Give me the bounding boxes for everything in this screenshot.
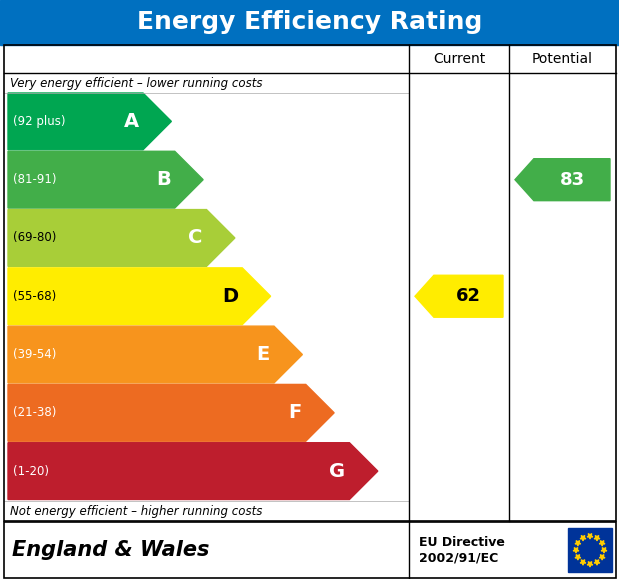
Text: Current: Current	[433, 52, 485, 66]
Polygon shape	[587, 562, 593, 567]
Text: Not energy efficient – higher running costs: Not energy efficient – higher running co…	[10, 504, 262, 518]
Text: Energy Efficiency Rating: Energy Efficiency Rating	[137, 10, 482, 35]
Text: D: D	[222, 287, 238, 306]
Text: B: B	[156, 170, 171, 189]
Text: 83: 83	[560, 171, 584, 189]
Text: C: C	[188, 229, 202, 247]
Polygon shape	[599, 555, 605, 560]
Text: England & Wales: England & Wales	[12, 540, 209, 560]
Polygon shape	[8, 268, 271, 325]
Polygon shape	[575, 541, 581, 546]
Text: Very energy efficient – lower running costs: Very energy efficient – lower running co…	[10, 76, 262, 90]
Text: (81-91): (81-91)	[13, 173, 56, 186]
Polygon shape	[587, 534, 593, 539]
Polygon shape	[8, 210, 235, 266]
Text: (55-68): (55-68)	[13, 290, 56, 303]
Bar	[4, 522, 616, 578]
Polygon shape	[515, 159, 610, 201]
Polygon shape	[415, 275, 503, 317]
Polygon shape	[594, 536, 600, 541]
Polygon shape	[573, 548, 579, 553]
Text: G: G	[329, 461, 345, 481]
Text: (92 plus): (92 plus)	[13, 115, 66, 128]
Polygon shape	[8, 93, 171, 150]
Text: (39-54): (39-54)	[13, 348, 56, 361]
Polygon shape	[594, 560, 600, 565]
Bar	[568, 528, 612, 572]
Polygon shape	[601, 548, 607, 553]
Polygon shape	[8, 151, 203, 208]
Polygon shape	[8, 443, 378, 500]
Text: 2002/91/EC: 2002/91/EC	[419, 552, 498, 565]
Text: (1-20): (1-20)	[13, 464, 49, 478]
Polygon shape	[8, 384, 334, 441]
Text: 62: 62	[456, 287, 481, 305]
Polygon shape	[8, 326, 303, 383]
Polygon shape	[575, 555, 581, 560]
Text: E: E	[257, 345, 270, 364]
Text: EU Directive: EU Directive	[419, 537, 505, 549]
Text: (21-38): (21-38)	[13, 406, 56, 419]
Text: F: F	[288, 404, 301, 422]
Polygon shape	[580, 560, 586, 565]
Text: (69-80): (69-80)	[13, 232, 56, 244]
Polygon shape	[599, 541, 605, 546]
Bar	[4, 45, 616, 521]
Bar	[0, 0, 619, 45]
Text: Potential: Potential	[532, 52, 593, 66]
Text: A: A	[124, 112, 139, 131]
Polygon shape	[580, 536, 586, 541]
